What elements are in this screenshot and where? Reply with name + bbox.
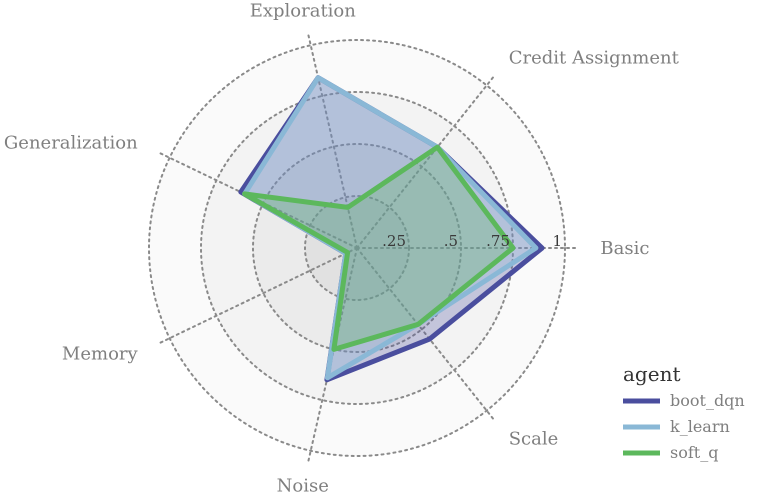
axis-label-credit-assignment: Credit Assignment <box>509 48 680 69</box>
grid-ring-1 <box>304 195 410 301</box>
tick-label: .5 <box>444 232 458 250</box>
axis-spoke-3 <box>307 34 358 249</box>
legend-label-boot-dqn: boot_dqn <box>670 391 745 410</box>
axis-labels: Basic Credit Assignment Exploration General… <box>4 1 680 497</box>
tick-label: .75 <box>486 232 510 250</box>
axis-label-exploration: Exploration <box>250 1 357 22</box>
series-soft-q <box>242 144 516 352</box>
grid-ring-4 <box>148 39 566 457</box>
legend-label-soft-q: soft_q <box>670 443 718 462</box>
legend: agent boot_dqn k_learn soft_q <box>623 362 745 462</box>
axis-label-basic: Basic <box>600 238 649 259</box>
legend-title: agent <box>623 362 680 386</box>
axis-label-scale: Scale <box>509 428 559 449</box>
tick-label: 1 <box>552 232 562 250</box>
tick-label: .25 <box>382 232 406 250</box>
axis-spoke-5 <box>159 247 358 344</box>
tick-labels: .25 .5 .75 1 <box>382 232 562 250</box>
legend-label-k-learn: k_learn <box>670 417 730 436</box>
series-layer <box>238 75 545 383</box>
axis-spoke-7 <box>356 247 495 420</box>
axis-label-noise: Noise <box>277 475 329 496</box>
axis-spoke-2 <box>356 76 495 249</box>
axis-label-memory: Memory <box>62 344 139 365</box>
axis-label-generalization: Generalization <box>4 132 138 153</box>
